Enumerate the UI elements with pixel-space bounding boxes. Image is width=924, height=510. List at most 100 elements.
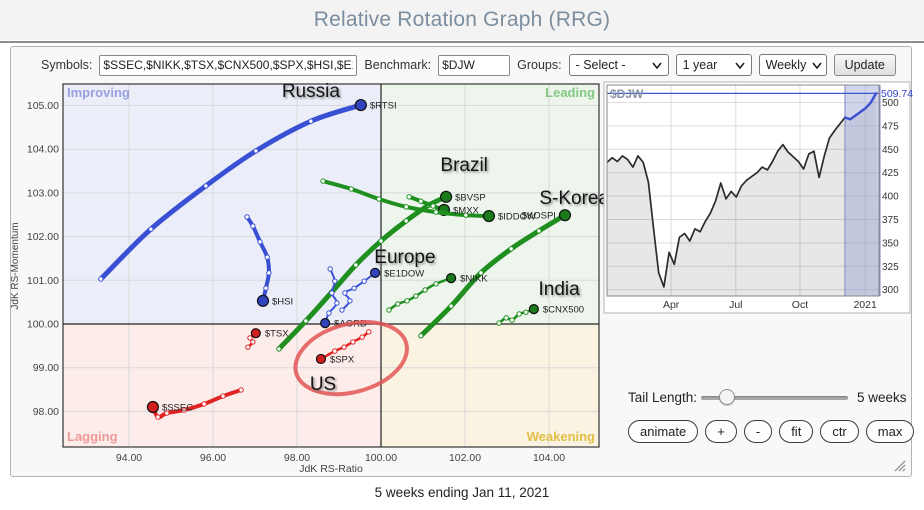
benchmark-input[interactable]: [438, 54, 511, 76]
svg-text:450: 450: [882, 145, 899, 156]
rrg-symbol-label: $MXX: [453, 205, 480, 216]
groups-label: Groups:: [517, 58, 562, 72]
rrg-symbol-label: $BVSP: [455, 192, 486, 203]
rrg-marker-$HSI[interactable]: [256, 294, 270, 307]
rrg-symbol-label: $KOSPI: [522, 211, 556, 222]
benchmark-chart: 300 325 350 375 400 425 450 475 500 Apr Jul Oct 2021…: [603, 81, 913, 314]
rrg-marker-$BVSP[interactable]: [440, 190, 453, 203]
svg-text:104.00: 104.00: [27, 144, 59, 156]
rrg-marker-$KOSPI[interactable]: [558, 209, 572, 222]
rrg-marker-$NIKK[interactable]: [446, 273, 457, 284]
rrg-marker-$IDDOW[interactable]: [482, 209, 496, 223]
tail-length-slider[interactable]: [701, 389, 848, 405]
svg-text:Oct: Oct: [792, 299, 808, 311]
rrg-series-$HSI: [244, 214, 272, 307]
svg-text:104.00: 104.00: [533, 452, 565, 464]
tail-length-label: Tail Length:: [628, 390, 698, 405]
rrg-marker-$SSEC[interactable]: [146, 400, 160, 414]
rrg-series-$IDDOW: [320, 178, 496, 223]
rrg-marker-$RTSI[interactable]: [354, 98, 367, 112]
rrg-symbol-label: $NIKK: [460, 274, 488, 285]
svg-text:98.00: 98.00: [33, 406, 59, 418]
max-button[interactable]: max: [865, 420, 915, 443]
quadrant-label-improving: Improving: [67, 85, 130, 100]
svg-text:400: 400: [882, 192, 899, 203]
y-axis-label: JdK RS-Momentum: [10, 222, 21, 309]
rrg-series-$AORD: [320, 266, 340, 329]
slider-thumb[interactable]: [719, 389, 735, 405]
quadrant-lagging: [63, 324, 381, 447]
rrg-series-$NIKK: [386, 273, 457, 313]
chevron-down-icon: [812, 62, 822, 69]
x-axis-label: JdK RS-Ratio: [299, 463, 363, 475]
rrg-panel: Symbols: Benchmark: Groups: - Select - 1…: [10, 46, 915, 477]
last-value-label: 509.74: [881, 88, 913, 100]
groups-select[interactable]: - Select -: [568, 54, 669, 76]
rrg-chart[interactable]: Improving Leading Lagging Weakening 94.00 96.…: [10, 79, 609, 475]
svg-text:102.00: 102.00: [449, 452, 481, 464]
benchmark-label: Benchmark:: [364, 58, 432, 72]
rrg-marker-$TSX[interactable]: [250, 328, 261, 339]
annotation-europe: Europe: [374, 247, 435, 268]
rrg-marker-$SPX[interactable]: [315, 353, 327, 365]
quadrant-improving: [63, 84, 381, 324]
frequency-select-value: Weekly: [765, 58, 807, 72]
svg-text:475: 475: [882, 121, 899, 132]
rrg-series-$MXX: [406, 194, 451, 217]
toolbar: Symbols: Benchmark: Groups: - Select - 1…: [41, 53, 896, 77]
zoom-in-button[interactable]: +: [705, 420, 737, 443]
chevron-down-icon: [651, 62, 662, 69]
symbols-input[interactable]: [99, 54, 358, 76]
rrg-marker-$AORD[interactable]: [320, 318, 331, 329]
rrg-series-$SSEC: [146, 387, 244, 420]
annotation-s-korea: S-Korea: [539, 188, 609, 209]
fit-button[interactable]: fit: [779, 420, 814, 443]
update-button[interactable]: Update: [833, 54, 896, 76]
period-select[interactable]: 1 year: [675, 54, 752, 76]
tail-length-value: 5 weeks: [857, 390, 907, 405]
svg-text:425: 425: [882, 168, 899, 179]
rrg-series-$RTSI: [98, 98, 367, 282]
resize-handle-icon[interactable]: [892, 458, 906, 472]
svg-text:102.00: 102.00: [27, 231, 59, 243]
zoom-out-button[interactable]: -: [743, 420, 773, 443]
svg-text:101.00: 101.00: [27, 275, 59, 287]
svg-text:96.00: 96.00: [200, 452, 226, 464]
period-select-value: 1 year: [682, 58, 718, 72]
svg-text:325: 325: [882, 262, 899, 273]
annotation-brazil: Brazil: [440, 155, 488, 176]
svg-text:Apr: Apr: [663, 299, 680, 311]
annotation-russia: Russia: [282, 81, 341, 102]
rrg-symbol-label: $E1DOW: [384, 268, 424, 279]
rrg-symbol-label: $SSEC: [162, 403, 193, 414]
page-header: Relative Rotation Graph (RRG): [0, 0, 924, 40]
rrg-symbol-label: $TSX: [265, 329, 289, 340]
benchmark-price-line: [606, 92, 877, 288]
tail-length-control: Tail Length: 5 weeks: [628, 387, 908, 409]
rrg-series-$TSX: [245, 328, 261, 350]
quadrant-label-leading: Leading: [545, 85, 595, 100]
page-title: Relative Rotation Graph (RRG): [313, 8, 611, 31]
benchmark-symbol-label: $DJW: [610, 87, 644, 101]
header-divider: [0, 41, 924, 43]
rrg-symbol-label: $HSI: [272, 296, 293, 307]
chart-buttons: animate + - fit ctr max: [628, 420, 915, 443]
svg-text:105.00: 105.00: [27, 100, 59, 112]
svg-text:100.00: 100.00: [27, 319, 59, 331]
svg-text:100.00: 100.00: [365, 452, 397, 464]
quadrant-label-weakening: Weakening: [527, 429, 595, 444]
svg-text:300: 300: [882, 285, 899, 296]
rrg-marker-$CNX500[interactable]: [528, 304, 539, 315]
symbols-label: Symbols:: [41, 58, 93, 72]
rrg-series-$SPX: [315, 329, 372, 365]
rrg-symbol-label: $RTSI: [370, 101, 397, 112]
animate-button[interactable]: animate: [628, 420, 699, 443]
frequency-select[interactable]: Weekly: [758, 54, 827, 76]
rrg-marker-$E1DOW[interactable]: [370, 267, 381, 278]
center-button[interactable]: ctr: [820, 420, 859, 443]
rrg-symbol-label: $CNX500: [543, 305, 584, 316]
svg-text:94.00: 94.00: [116, 452, 142, 464]
quadrant-leading: [381, 84, 599, 324]
svg-text:Jul: Jul: [729, 299, 742, 311]
